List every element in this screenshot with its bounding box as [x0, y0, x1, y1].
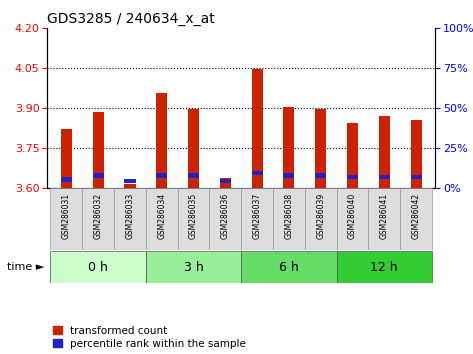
Bar [188, 109, 199, 188]
FancyBboxPatch shape [305, 188, 337, 250]
FancyBboxPatch shape [51, 188, 82, 250]
Text: GSM286041: GSM286041 [380, 193, 389, 239]
Bar [61, 177, 72, 182]
FancyBboxPatch shape [368, 188, 400, 250]
Bar [124, 184, 136, 188]
Bar [61, 129, 72, 188]
FancyBboxPatch shape [178, 188, 210, 250]
FancyBboxPatch shape [337, 251, 432, 283]
Bar [283, 173, 295, 178]
Bar [252, 171, 263, 176]
Bar [124, 179, 136, 183]
Text: GSM286040: GSM286040 [348, 193, 357, 239]
FancyBboxPatch shape [51, 251, 146, 283]
Legend: transformed count, percentile rank within the sample: transformed count, percentile rank withi… [53, 326, 246, 349]
Bar [93, 173, 104, 178]
Bar [252, 69, 263, 188]
Bar [347, 175, 358, 179]
Text: GSM286033: GSM286033 [125, 193, 134, 239]
Bar [347, 122, 358, 188]
Bar [188, 173, 199, 178]
FancyBboxPatch shape [146, 251, 241, 283]
Bar [156, 93, 167, 188]
FancyBboxPatch shape [273, 188, 305, 250]
Text: 0 h: 0 h [88, 261, 108, 274]
Text: GSM286037: GSM286037 [253, 193, 262, 239]
Bar [411, 120, 421, 188]
Text: GSM286039: GSM286039 [316, 193, 325, 239]
FancyBboxPatch shape [337, 188, 368, 250]
FancyBboxPatch shape [241, 188, 273, 250]
Text: GSM286036: GSM286036 [221, 193, 230, 239]
Bar [93, 112, 104, 188]
Text: GSM286042: GSM286042 [412, 193, 420, 239]
FancyBboxPatch shape [241, 251, 337, 283]
Text: GSM286038: GSM286038 [284, 193, 293, 239]
Text: GSM286032: GSM286032 [94, 193, 103, 239]
Bar [220, 179, 231, 183]
Bar [315, 173, 326, 178]
FancyBboxPatch shape [210, 188, 241, 250]
FancyBboxPatch shape [114, 188, 146, 250]
Text: GDS3285 / 240634_x_at: GDS3285 / 240634_x_at [47, 12, 215, 26]
FancyBboxPatch shape [146, 188, 178, 250]
Bar [315, 109, 326, 188]
FancyBboxPatch shape [400, 188, 432, 250]
Text: 3 h: 3 h [184, 261, 203, 274]
Text: GSM286031: GSM286031 [62, 193, 71, 239]
Bar [283, 107, 295, 188]
Text: 6 h: 6 h [279, 261, 299, 274]
Bar [156, 173, 167, 178]
Bar [220, 178, 231, 188]
Text: time ►: time ► [7, 262, 44, 272]
Bar [379, 175, 390, 179]
Bar [411, 175, 421, 179]
Text: 12 h: 12 h [370, 261, 398, 274]
Bar [379, 116, 390, 188]
Text: GSM286035: GSM286035 [189, 193, 198, 239]
FancyBboxPatch shape [82, 188, 114, 250]
Text: GSM286034: GSM286034 [157, 193, 166, 239]
